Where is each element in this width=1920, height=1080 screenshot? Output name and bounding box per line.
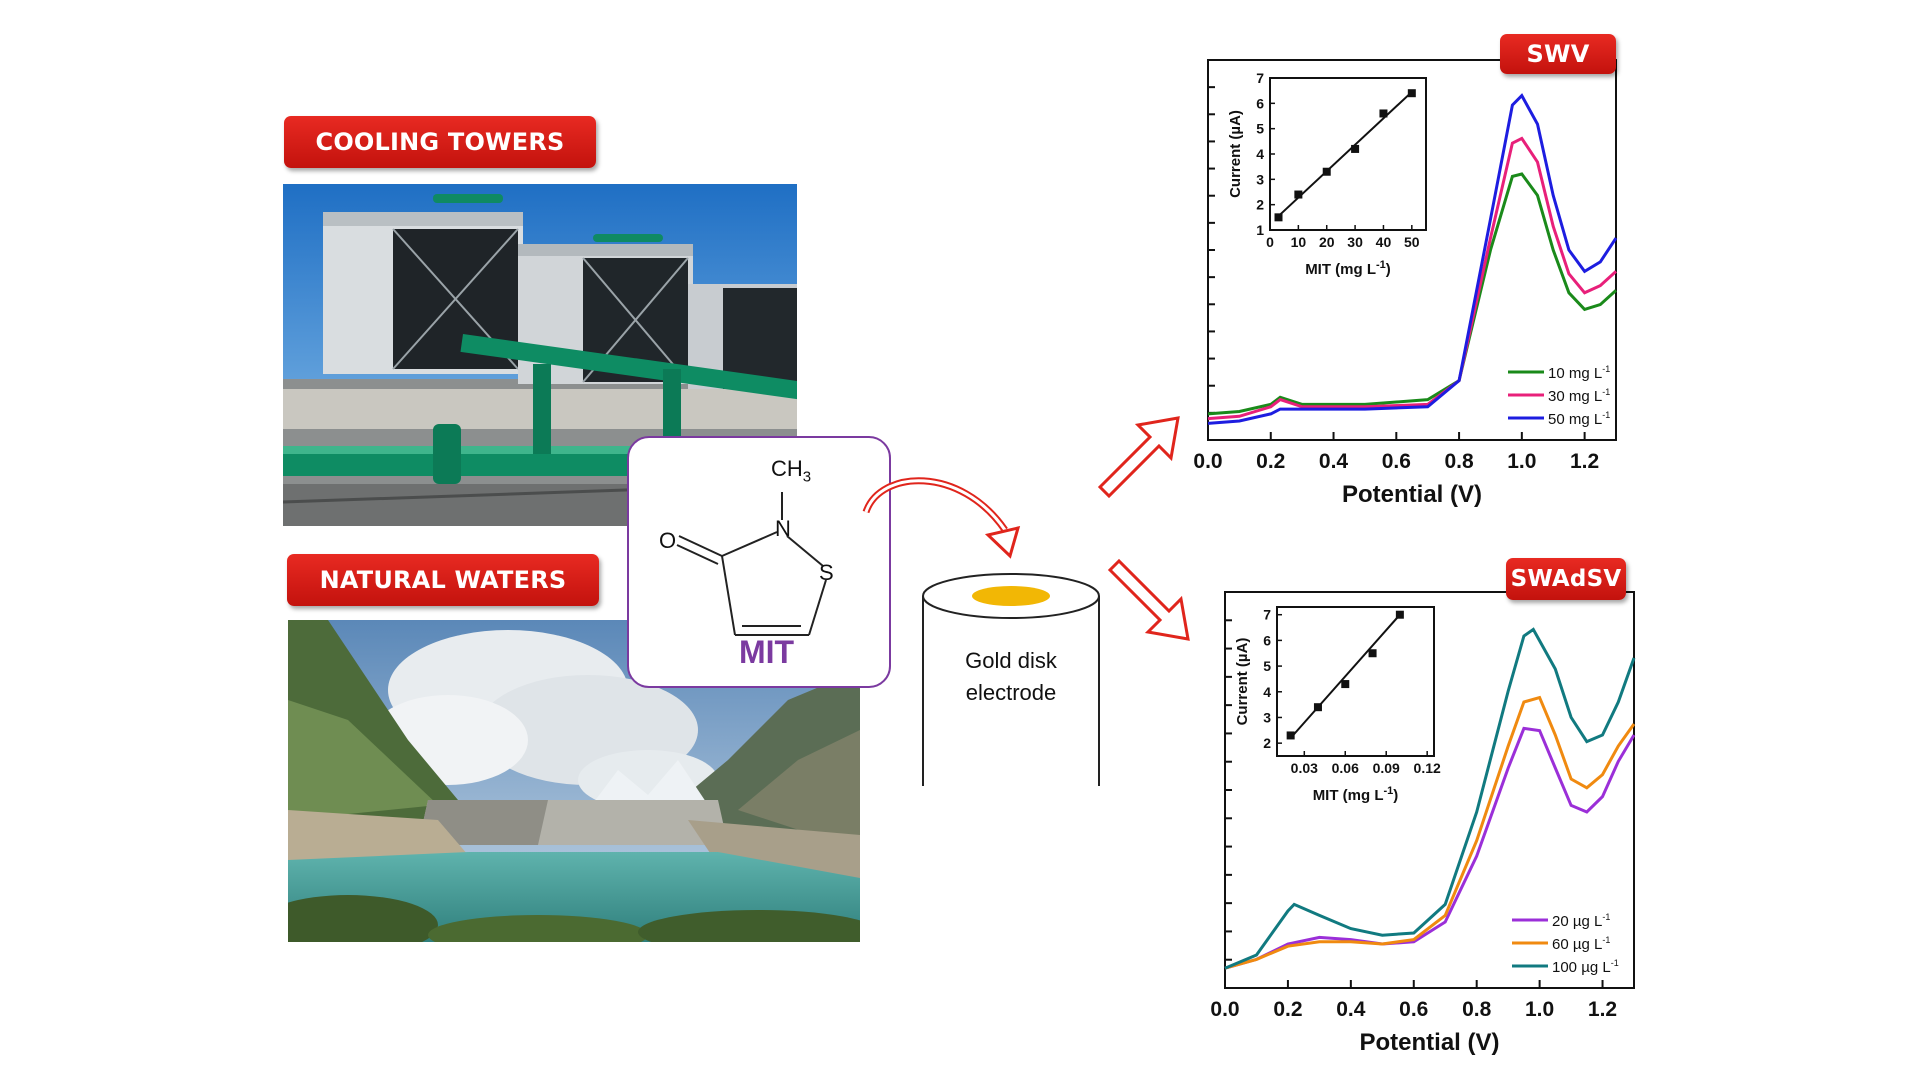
x-axis-label: Potential (V) [1359,1029,1499,1056]
inset-data-point [1379,109,1388,118]
inset-y-tick-label: 6 [1256,95,1264,111]
x-tick-label: 0.8 [1462,998,1492,1021]
electrode-label-line1: Gold disk [965,648,1057,673]
x-tick-label: 0.0 [1210,998,1239,1021]
inset-frame [1276,606,1435,757]
inset-x-tick-label: 0.09 [1373,760,1400,776]
inset-data-point [1322,167,1331,176]
inset-y-tick-label: 5 [1263,658,1271,674]
ch3-subscript: 3 [802,468,812,486]
natural-waters-label: NATURAL WATERS [287,554,599,606]
x-tick-label: 0.0 [1193,450,1222,473]
legend-superscript: -1 [1611,958,1619,968]
ch3-text: CH [771,456,803,481]
inset-x-tick-label: 10 [1291,234,1307,250]
legend-label: 60 µg L-1 [1552,935,1610,953]
inset-y-tick-label: 7 [1256,70,1264,86]
inset-x-axis-paren: ) [1386,261,1391,278]
inset-y-tick-label: 2 [1256,197,1264,213]
inset-x-tick-label: 0 [1266,234,1274,250]
legend-label: 20 µg L-1 [1552,912,1610,930]
inset-data-point [1313,703,1322,712]
series-line [1207,172,1618,416]
swv-label: SWV [1500,34,1616,74]
inset-y-tick-label: 4 [1263,684,1271,700]
inset-y-tick-label: 6 [1263,632,1271,648]
legend-superscript: -1 [1602,364,1610,374]
inset-x-tick-label: 20 [1319,234,1335,250]
inset-fit-line [1289,614,1401,739]
inset-x-tick-label: 0.12 [1414,760,1441,776]
inset-y-tick-label: 1 [1256,222,1264,238]
inset-y-tick-label: 7 [1263,607,1271,623]
x-tick-label: 1.2 [1588,998,1617,1021]
inset-data-point [1395,610,1404,619]
inset-data-point [1286,731,1295,740]
series-line [1224,726,1636,970]
inset-data-point [1351,144,1360,153]
inset-data-point [1274,213,1283,222]
legend-superscript: -1 [1602,410,1610,420]
inset-data-point [1341,680,1350,689]
x-tick-label: 0.6 [1399,998,1428,1021]
swadsv-label: SWAdSV [1506,558,1626,600]
legend-label: 50 mg L-1 [1548,410,1610,428]
inset-x-tick-label: 40 [1376,234,1392,250]
x-tick-label: 1.0 [1525,998,1554,1021]
x-tick-label: 1.2 [1570,450,1599,473]
legend-label: 100 µg L-1 [1552,958,1619,976]
inset-y-tick-label: 3 [1256,171,1264,187]
x-tick-label: 0.4 [1319,450,1349,473]
legend-label: 30 mg L-1 [1548,387,1610,405]
electrode-label: Gold disk electrode [911,648,1111,706]
inset-data-point [1368,649,1377,658]
mit-molecule-box: CH3 N S O MIT [627,436,891,688]
series-line [1207,136,1618,421]
inset-x-tick-label: 30 [1347,234,1363,250]
nitrogen-label: N [775,516,791,541]
inset-y-axis-label: Current (µA) [1227,110,1244,198]
ch3-label: CH3 [771,456,811,485]
inset-x-axis-superscript: -1 [1384,785,1394,797]
cooling-towers-label: COOLING TOWERS [284,116,596,168]
inset-data-point [1407,89,1416,98]
legend-superscript: -1 [1602,387,1610,397]
legend-superscript: -1 [1602,912,1610,922]
inset-y-tick-label: 2 [1263,735,1271,751]
legend-superscript: -1 [1602,935,1610,945]
x-tick-label: 0.8 [1444,450,1474,473]
inset-x-axis-label: MIT (mg L-1) [1313,785,1399,804]
inset-x-axis-label: MIT (mg L-1) [1305,259,1391,278]
inset-x-tick-label: 50 [1404,234,1420,250]
mit-name: MIT [739,634,795,670]
sulfur-label: S [819,560,834,585]
legend-label: 10 mg L-1 [1548,364,1610,382]
x-tick-label: 0.2 [1273,998,1302,1021]
inset-y-axis-label: Current (µA) [1234,638,1251,726]
inset-x-axis-paren: ) [1393,787,1398,804]
oxygen-label: O [659,528,677,553]
series-line [1207,93,1618,425]
inset-x-tick-label: 0.06 [1332,760,1359,776]
inset-data-point [1294,190,1303,199]
natural-waters-photo [288,620,860,942]
electrode-label-line2: electrode [965,680,1057,705]
inset-x-axis-superscript: -1 [1376,259,1386,271]
x-tick-label: 1.0 [1507,450,1536,473]
inset-y-tick-label: 5 [1256,121,1264,137]
inset-y-tick-label: 3 [1263,709,1271,725]
inset-x-tick-label: 0.03 [1291,760,1318,776]
inset-y-tick-label: 4 [1256,146,1264,162]
x-tick-label: 0.6 [1382,450,1411,473]
series-line [1224,695,1636,970]
x-tick-label: 0.4 [1336,998,1366,1021]
x-axis-label: Potential (V) [1342,481,1482,508]
mit-structure-diagram [676,492,827,636]
series-line [1224,627,1636,970]
x-tick-label: 0.2 [1256,450,1285,473]
